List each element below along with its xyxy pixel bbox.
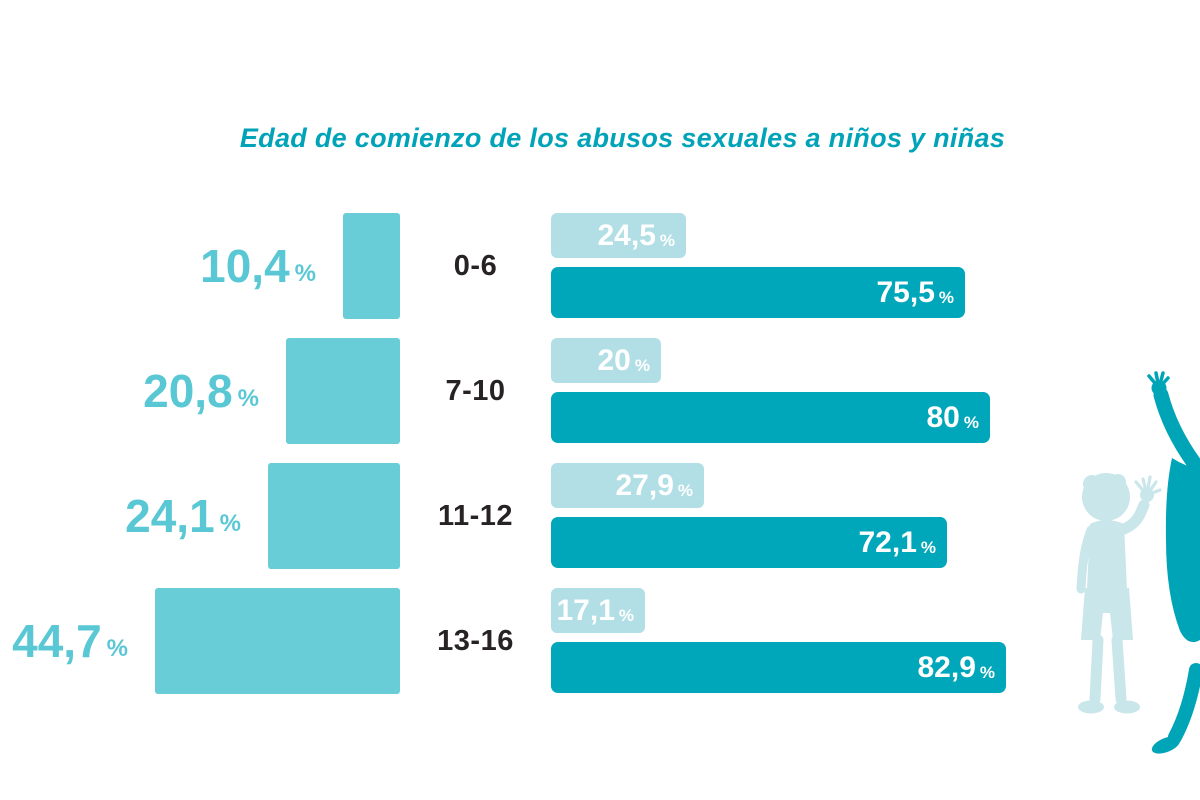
- bar-dark: 72,1 %: [551, 517, 947, 568]
- bar-dark-value: 82,9: [917, 650, 976, 684]
- group-percentage-value: 44,7: [12, 615, 102, 667]
- group-percentage-label: 44,7 %: [12, 618, 128, 664]
- age-range-label: 7-10: [445, 374, 506, 407]
- group-share-13-16: 44,7 %: [0, 588, 400, 694]
- bar-dark-value: 72,1: [858, 525, 917, 559]
- bar-pair: 17,1 % 82,9 %: [551, 588, 1006, 693]
- raised-arm-girl-silhouette: [1147, 371, 1200, 754]
- bar-light-value: 17,1: [556, 593, 615, 627]
- percent-sign: %: [219, 510, 241, 537]
- chart-row-13-16: 44,7 % 13-16 17,1 % 82,9 %: [0, 588, 1200, 713]
- age-range-label: 0-6: [453, 249, 498, 282]
- age-range-label: 11-12: [437, 499, 514, 532]
- bar-dark: 82,9 %: [551, 642, 1006, 693]
- bar-light-value: 20: [597, 343, 631, 377]
- bar-pair: 24,5 % 75,5 %: [551, 213, 965, 318]
- percent-sign: %: [237, 385, 259, 412]
- group-share-0-6: 10,4 %: [0, 213, 400, 319]
- percent-sign: %: [938, 287, 954, 307]
- age-range-label: 13-16: [437, 624, 514, 657]
- bar-light: 24,5 %: [551, 213, 686, 258]
- percent-sign: %: [634, 355, 650, 375]
- percent-sign: %: [659, 230, 675, 250]
- age-bar-chart: 10,4 % 0-6 24,5 % 75,5 % 20,8: [0, 213, 1200, 713]
- group-percentage-value: 24,1: [125, 490, 215, 542]
- group-square: [268, 463, 400, 569]
- bar-pair: 27,9 % 72,1 %: [551, 463, 947, 568]
- group-square: [286, 338, 400, 444]
- group-percentage-label: 20,8 %: [143, 368, 259, 414]
- bar-light: 17,1 %: [551, 588, 645, 633]
- group-percentage-value: 10,4: [200, 240, 290, 292]
- percent-sign: %: [963, 412, 979, 432]
- chart-title: Edad de comienzo de los abusos sexuales …: [239, 123, 1006, 153]
- group-percentage-label: 10,4 %: [200, 243, 316, 289]
- group-share-7-10: 20,8 %: [0, 338, 400, 444]
- bar-dark-value: 75,5: [876, 275, 935, 309]
- bar-dark: 80 %: [551, 392, 990, 443]
- bar-dark-value: 80: [926, 400, 960, 434]
- group-share-11-12: 24,1 %: [0, 463, 400, 569]
- group-percentage-value: 20,8: [143, 365, 233, 417]
- waving-boy-silhouette: [1076, 473, 1162, 714]
- chart-row-11-12: 24,1 % 11-12 27,9 % 72,1 %: [0, 463, 1200, 588]
- percent-sign: %: [920, 537, 936, 557]
- chart-row-7-10: 20,8 % 7-10 20 % 80 %: [0, 338, 1200, 463]
- bar-light: 27,9 %: [551, 463, 704, 508]
- percent-sign: %: [979, 662, 995, 682]
- bar-dark: 75,5 %: [551, 267, 965, 318]
- percent-sign: %: [618, 605, 634, 625]
- group-square: [343, 213, 400, 319]
- bar-light: 20 %: [551, 338, 661, 383]
- bar-light-value: 24,5: [597, 218, 656, 252]
- group-square: [155, 588, 400, 694]
- bar-light-value: 27,9: [615, 468, 674, 502]
- group-percentage-label: 24,1 %: [125, 493, 241, 539]
- percent-sign: %: [677, 480, 693, 500]
- percent-sign: %: [106, 635, 128, 662]
- bar-pair: 20 % 80 %: [551, 338, 990, 443]
- chart-row-0-6: 10,4 % 0-6 24,5 % 75,5 %: [0, 213, 1200, 338]
- percent-sign: %: [294, 260, 316, 287]
